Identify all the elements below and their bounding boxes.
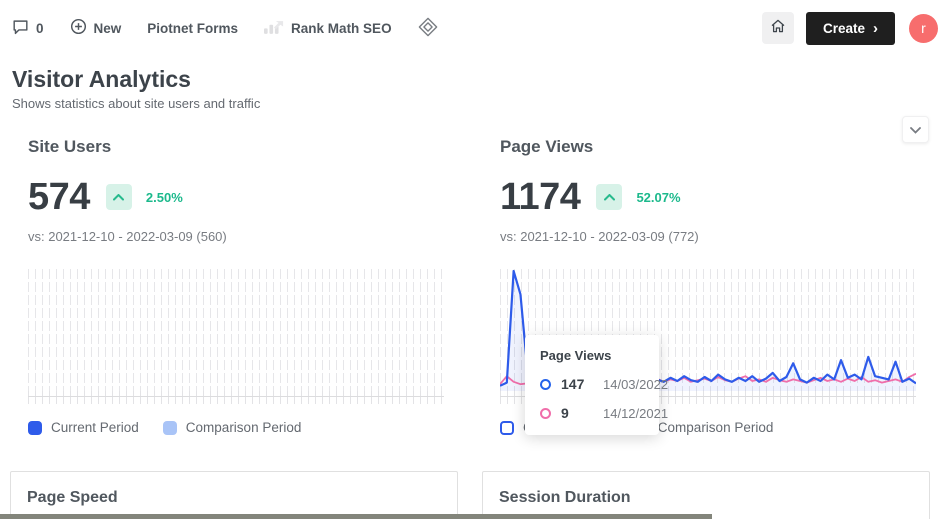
page-views-stat-line: 1174 52.07% — [500, 175, 916, 218]
comment-bubble-icon — [12, 19, 29, 38]
stats-row: Site Users 574 2.50% vs: 2021-12-10 - 20… — [10, 123, 940, 435]
page-views-card: Page Views 1174 52.07% vs: 2021-12-10 - … — [482, 123, 930, 435]
page-views-value: 1174 — [500, 175, 581, 218]
admin-toolbar: 0 New Piotnet Forms Rank Math SEO — [0, 0, 950, 56]
bottom-row: Page Speed Session Duration — [10, 471, 940, 519]
comparison-period-label: Comparison Period — [657, 420, 774, 435]
session-duration-title: Session Duration — [499, 489, 631, 506]
current-period-marker — [28, 420, 42, 435]
site-users-card: Site Users 574 2.50% vs: 2021-12-10 - 20… — [10, 123, 458, 435]
site-users-chart-grid[interactable] — [28, 266, 444, 391]
page-title: Visitor Analytics — [12, 66, 191, 92]
piotnet-forms-item[interactable]: Piotnet Forms — [147, 21, 238, 36]
legend-item-current[interactable]: Current Period — [28, 420, 139, 435]
tooltip-comparison-value: 9 — [561, 405, 569, 421]
create-button[interactable]: Create › — [805, 11, 895, 45]
page-speed-card: Page Speed — [10, 471, 458, 519]
comments-item[interactable]: 0 — [12, 19, 44, 38]
home-icon — [770, 18, 786, 39]
new-item[interactable]: New — [70, 18, 122, 38]
current-point-ring-icon — [540, 378, 551, 390]
site-users-stat-line: 574 2.50% — [28, 175, 444, 218]
page-views-compare: vs: 2021-12-10 - 2022-03-09 (772) — [500, 229, 699, 244]
rank-math-icon — [264, 20, 284, 37]
rank-math-label: Rank Math SEO — [291, 20, 392, 36]
tooltip-row-current: 147 14/03/2022 — [540, 376, 668, 392]
tooltip-title: Page Views — [540, 348, 612, 363]
avatar[interactable]: r — [909, 13, 938, 43]
current-period-label: Current Period — [51, 420, 139, 435]
piotnet-label: Piotnet Forms — [147, 20, 239, 36]
diamond-menu-item[interactable] — [418, 17, 438, 40]
tooltip-current-value: 147 — [561, 376, 585, 392]
legend-item-comparison[interactable]: Comparison Period — [162, 420, 302, 435]
site-users-change-pct: 2.50% — [145, 189, 183, 205]
site-users-value: 574 — [28, 175, 90, 218]
chevron-up-icon — [113, 193, 125, 200]
diamond-icon — [418, 17, 438, 40]
page-views-title: Page Views — [500, 137, 594, 156]
comparison-period-marker — [162, 420, 177, 435]
comparison-point-ring-icon — [540, 407, 551, 419]
collapse-button[interactable] — [902, 116, 929, 143]
page-subtitle: Shows statistics about site users and tr… — [12, 96, 261, 111]
tooltip-comparison-date: 14/12/2021 — [603, 405, 669, 421]
panel-header: Visitor Analytics Shows statistics about… — [0, 56, 950, 143]
avatar-letter: r — [921, 20, 926, 36]
new-label: New — [93, 20, 122, 36]
site-users-chart-axis — [28, 391, 444, 404]
chart-tooltip: Page Views 147 14/03/2022 9 14/12/2021 — [525, 335, 668, 435]
chevron-up-icon — [603, 193, 615, 200]
comments-count: 0 — [36, 20, 44, 36]
chevron-down-icon — [910, 121, 921, 139]
home-button[interactable] — [761, 12, 794, 44]
site-users-change-badge — [105, 184, 132, 210]
viewport-bottom-strip — [0, 514, 712, 519]
tooltip-current-date: 14/03/2022 — [603, 376, 669, 392]
site-users-title: Site Users — [28, 137, 112, 156]
site-users-legend: Current Period Comparison Period — [28, 420, 444, 435]
tooltip-row-comparison: 9 14/12/2021 — [540, 405, 668, 421]
page-speed-title: Page Speed — [27, 489, 118, 506]
plus-circle-icon — [70, 18, 87, 38]
session-duration-card: Session Duration — [482, 471, 930, 519]
site-users-compare: vs: 2021-12-10 - 2022-03-09 (560) — [28, 229, 227, 244]
chevron-right-icon: › — [873, 19, 878, 37]
site-users-chart[interactable] — [28, 266, 444, 404]
create-button-label: Create — [822, 20, 865, 36]
page-views-change-badge — [596, 184, 623, 210]
current-period-marker — [500, 420, 514, 435]
page-views-change-pct: 52.07% — [636, 189, 681, 205]
comparison-period-label: Comparison Period — [185, 420, 302, 435]
rank-math-item[interactable]: Rank Math SEO — [264, 20, 392, 37]
